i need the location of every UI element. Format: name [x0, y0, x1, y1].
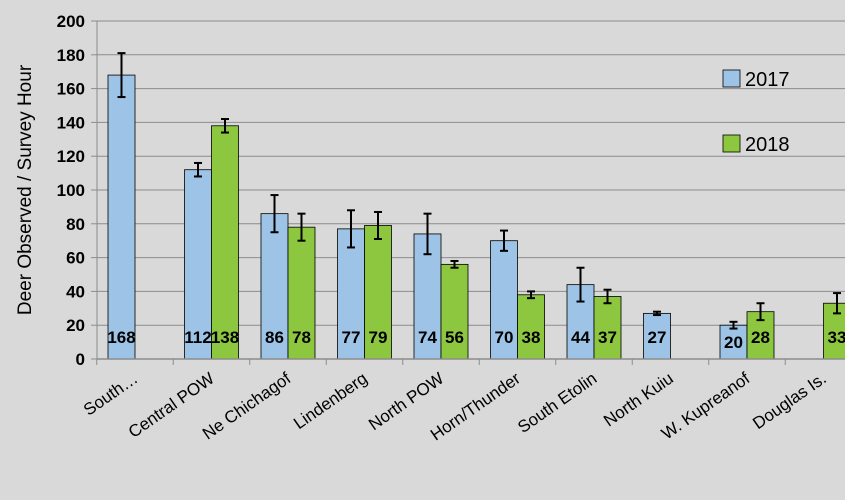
y-tick-label: 140	[57, 113, 85, 132]
bar-2018	[212, 126, 239, 359]
x-tick-label: Douglas Is.	[749, 369, 830, 433]
data-label: 56	[445, 328, 464, 347]
bar-2018	[518, 295, 545, 359]
legend-swatch-2017	[723, 70, 740, 87]
data-label: 33	[828, 328, 845, 347]
y-tick-label: 80	[66, 215, 85, 234]
data-label: 38	[522, 328, 541, 347]
y-tick-label: 20	[66, 316, 85, 335]
y-tick-label: 180	[57, 46, 85, 65]
legend-label: 2017	[745, 69, 790, 91]
data-label: 27	[648, 328, 667, 347]
x-tick-label: South Etolin	[514, 369, 600, 437]
data-label: 112	[184, 328, 211, 347]
x-tick-label: Lindenberg	[290, 369, 371, 433]
y-tick-label: 200	[57, 12, 85, 31]
y-tick-label: 160	[57, 80, 85, 99]
bars	[108, 75, 845, 359]
data-label: 70	[495, 328, 514, 347]
y-tick-label: 40	[66, 282, 85, 301]
y-tick-label: 120	[57, 147, 85, 166]
data-label: 86	[265, 328, 284, 347]
y-tick-label: 60	[66, 249, 85, 268]
x-tick-label: North Kuiu	[600, 369, 677, 431]
y-tick-label: 0	[76, 350, 85, 369]
y-axis-title: Deer Observed / Survey Hour	[15, 64, 36, 315]
data-label: 74	[418, 328, 437, 347]
data-label: 138	[211, 328, 239, 347]
bar-2017	[108, 75, 135, 359]
data-label: 78	[292, 328, 311, 347]
data-label: 44	[571, 328, 590, 347]
data-label: 79	[369, 328, 388, 347]
y-tick-label: 100	[57, 181, 85, 200]
x-tick-label: South…	[80, 369, 141, 420]
legend-label: 2018	[745, 134, 790, 156]
data-label: 37	[598, 328, 617, 347]
legend-swatch-2018	[723, 135, 740, 152]
data-label: 168	[107, 328, 135, 347]
data-label: 20	[724, 333, 743, 352]
data-label: 28	[751, 328, 770, 347]
data-label: 77	[342, 328, 361, 347]
legend: 2017 2018	[723, 69, 790, 156]
